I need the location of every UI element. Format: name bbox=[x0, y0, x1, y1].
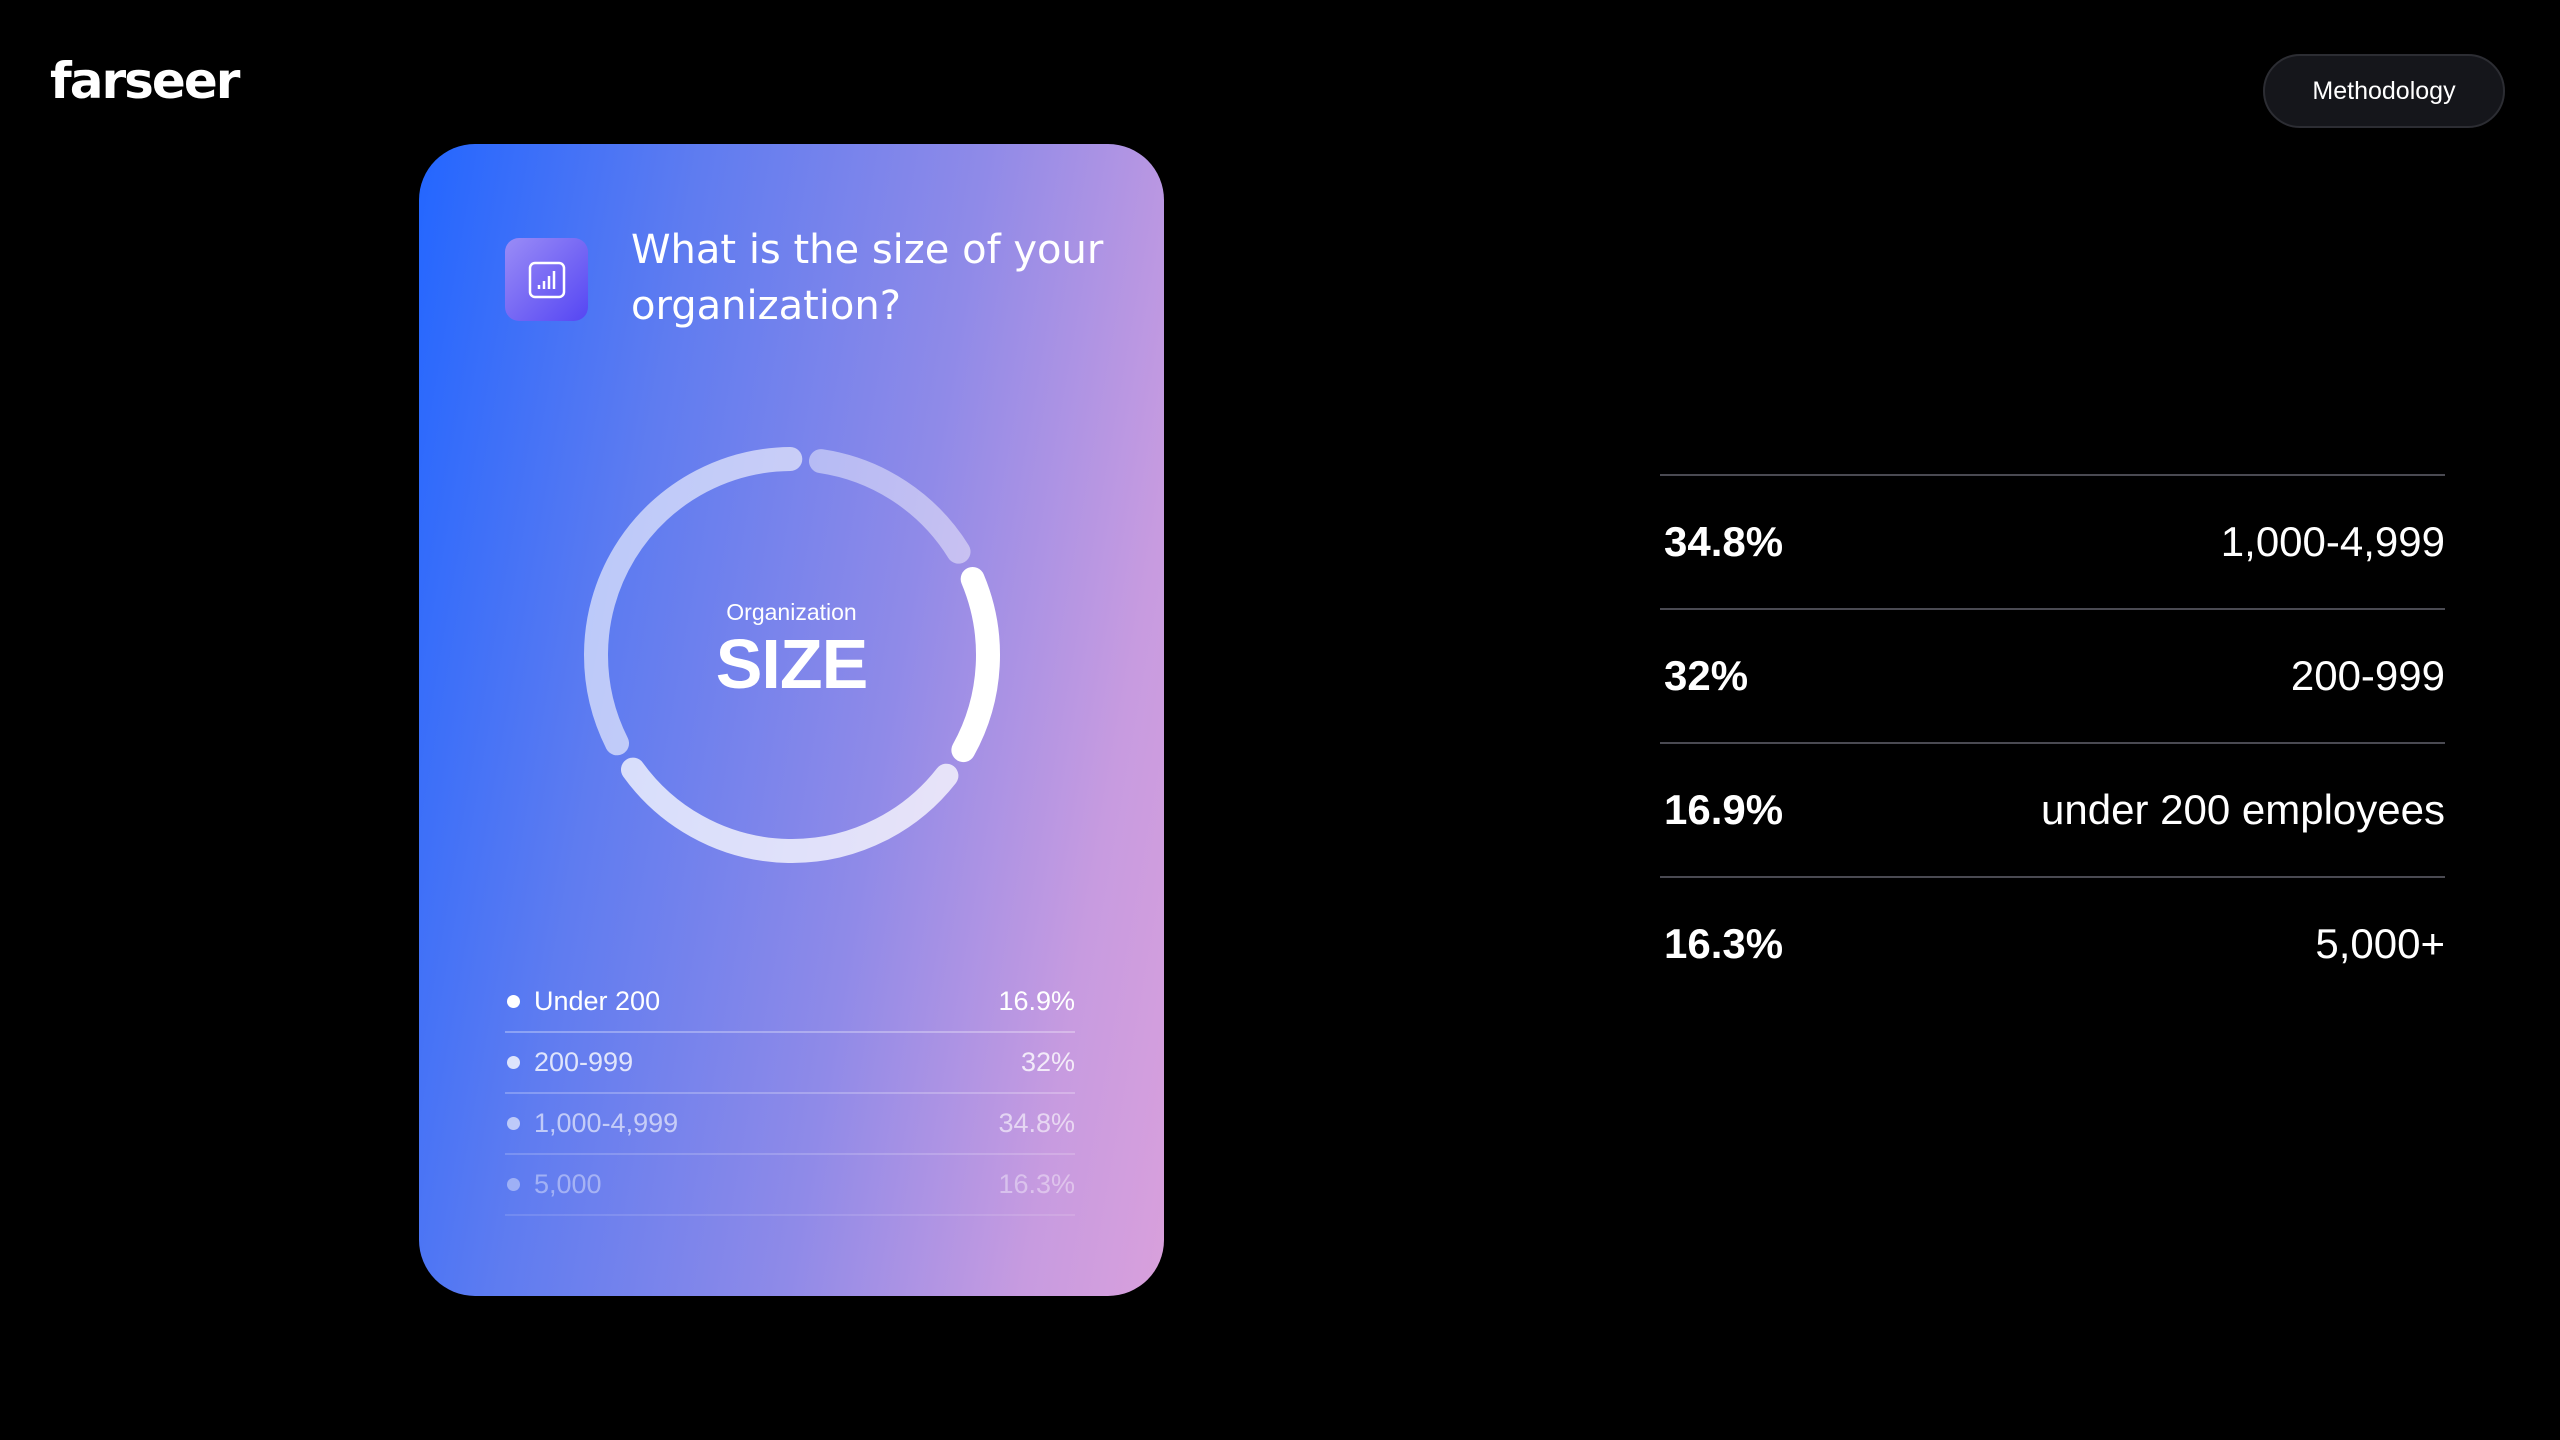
result-label: 1,000-4,999 bbox=[2220, 518, 2445, 565]
legend-value: 16.3% bbox=[998, 1169, 1075, 1199]
farseer-logo[interactable]: farseer bbox=[50, 52, 240, 110]
legend-row: Under 200 16.9% bbox=[505, 972, 1075, 1033]
legend-dot bbox=[507, 995, 520, 1008]
bar-chart-icon bbox=[505, 238, 588, 321]
survey-card: What is the size of your organization? O… bbox=[419, 144, 1164, 1296]
results-table: 34.8% 1,000-4,999 32% 200-999 16.9% under 2… bbox=[1660, 474, 2445, 1010]
result-row: 34.8% 1,000-4,999 bbox=[1660, 474, 2445, 608]
donut-segment-200-999 bbox=[620, 757, 959, 863]
result-percent: 32% bbox=[1664, 652, 1749, 699]
result-row: 32% 200-999 bbox=[1660, 608, 2445, 742]
result-percent: 16.9% bbox=[1664, 786, 1784, 833]
result-row: 16.9% under 200 employees bbox=[1660, 742, 2445, 876]
legend: Under 200 16.9% 200-999 32% 1,000-4,999 34.… bbox=[505, 972, 1075, 1216]
methodology-button[interactable]: Methodology bbox=[2263, 54, 2505, 128]
donut-center-title: SIZE bbox=[715, 625, 869, 703]
legend-value: 34.8% bbox=[998, 1108, 1075, 1138]
donut-segment-5-000 bbox=[808, 449, 971, 564]
legend-dot bbox=[507, 1056, 520, 1069]
legend-label: 5,000 bbox=[534, 1169, 602, 1199]
result-label: 5,000+ bbox=[2315, 920, 2445, 967]
legend-label: 1,000-4,999 bbox=[534, 1108, 679, 1138]
donut-segment-1-000-4-999 bbox=[584, 447, 803, 756]
question-title: What is the size of your organization? bbox=[631, 227, 1104, 329]
legend-label: 200-999 bbox=[534, 1047, 634, 1077]
legend-value: 16.9% bbox=[998, 986, 1075, 1016]
result-row: 16.3% 5,000+ bbox=[1660, 876, 2445, 1010]
donut-center-label: Organization bbox=[726, 599, 857, 625]
legend-dot bbox=[507, 1117, 520, 1130]
donut-segment-under-200 bbox=[951, 566, 1000, 763]
legend-label: Under 200 bbox=[534, 986, 661, 1016]
legend-row: 1,000-4,999 34.8% bbox=[505, 1094, 1075, 1155]
result-label: under 200 employees bbox=[2041, 786, 2445, 833]
legend-row: 200-999 32% bbox=[505, 1033, 1075, 1094]
legend-value: 32% bbox=[1020, 1047, 1075, 1077]
legend-row: 5,000 16.3% bbox=[505, 1155, 1075, 1216]
result-percent: 34.8% bbox=[1664, 518, 1784, 565]
result-label: 200-999 bbox=[2290, 652, 2445, 699]
result-percent: 16.3% bbox=[1664, 920, 1784, 967]
legend-dot bbox=[507, 1178, 520, 1191]
donut-chart bbox=[584, 447, 1000, 863]
